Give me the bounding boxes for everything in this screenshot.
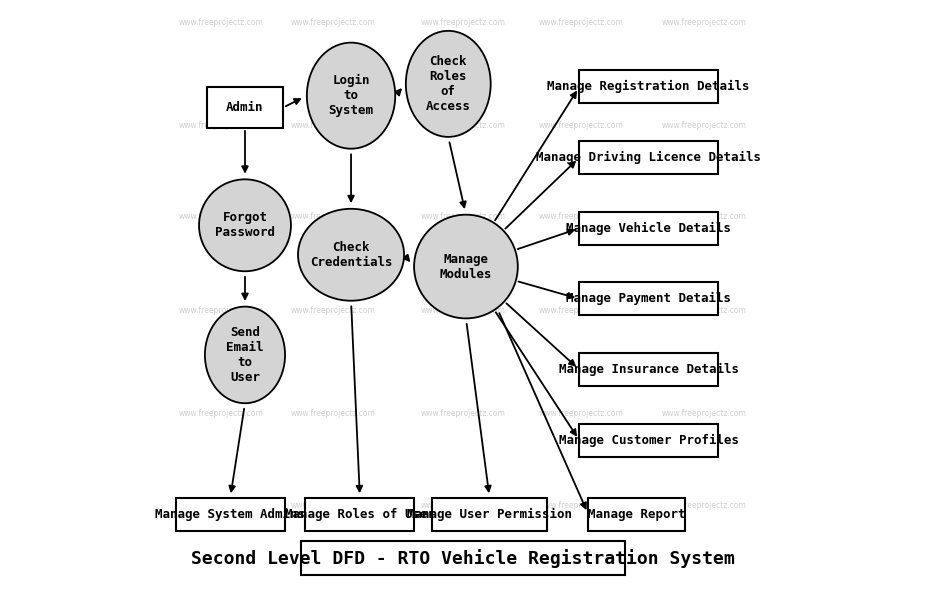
Text: www.freeprojectz.com: www.freeprojectz.com: [179, 121, 264, 130]
Text: www.freeprojectz.com: www.freeprojectz.com: [538, 409, 623, 419]
Text: Manage Insurance Details: Manage Insurance Details: [558, 363, 739, 376]
Text: Send
Email
to
User: Send Email to User: [226, 326, 264, 384]
Text: www.freeprojectz.com: www.freeprojectz.com: [179, 212, 264, 221]
FancyBboxPatch shape: [580, 70, 718, 104]
Text: Manage Driving Licence Details: Manage Driving Licence Details: [536, 151, 761, 164]
Text: Manage System Admins: Manage System Admins: [156, 507, 306, 520]
Text: www.freeprojectz.com: www.freeprojectz.com: [662, 409, 747, 419]
Text: www.freeprojectz.com: www.freeprojectz.com: [538, 121, 623, 130]
Text: www.freeprojectz.com: www.freeprojectz.com: [291, 306, 376, 315]
Text: www.freeprojectz.com: www.freeprojectz.com: [538, 18, 623, 27]
Text: www.freeprojectz.com: www.freeprojectz.com: [179, 409, 264, 419]
FancyBboxPatch shape: [206, 87, 283, 128]
Text: www.freeprojectz.com: www.freeprojectz.com: [662, 121, 747, 130]
Text: Manage Registration Details: Manage Registration Details: [547, 81, 750, 94]
Text: www.freeprojectz.com: www.freeprojectz.com: [179, 18, 264, 27]
Text: www.freeprojectz.com: www.freeprojectz.com: [291, 212, 376, 221]
FancyBboxPatch shape: [588, 497, 685, 530]
Text: Login
to
System: Login to System: [329, 74, 373, 117]
Text: www.freeprojectz.com: www.freeprojectz.com: [179, 306, 264, 315]
Text: www.freeprojectz.com: www.freeprojectz.com: [538, 212, 623, 221]
Text: www.freeprojectz.com: www.freeprojectz.com: [662, 212, 747, 221]
FancyBboxPatch shape: [580, 424, 718, 457]
Text: Forgot
Password: Forgot Password: [215, 211, 275, 239]
Text: Check
Roles
of
Access: Check Roles of Access: [426, 55, 470, 113]
Text: www.freeprojectz.com: www.freeprojectz.com: [291, 501, 376, 510]
Text: www.freeprojectz.com: www.freeprojectz.com: [179, 501, 264, 510]
Ellipse shape: [414, 215, 518, 318]
FancyBboxPatch shape: [176, 497, 285, 530]
Ellipse shape: [298, 209, 404, 301]
Text: Manage Payment Details: Manage Payment Details: [566, 292, 732, 305]
Ellipse shape: [199, 179, 291, 271]
FancyBboxPatch shape: [580, 212, 718, 244]
Text: Manage Vehicle Details: Manage Vehicle Details: [566, 221, 732, 235]
Text: Manage Roles of User: Manage Roles of User: [285, 507, 435, 520]
FancyBboxPatch shape: [580, 141, 718, 174]
Text: Manage Customer Profiles: Manage Customer Profiles: [558, 434, 739, 447]
Text: www.freeprojectz.com: www.freeprojectz.com: [420, 18, 506, 27]
Text: www.freeprojectz.com: www.freeprojectz.com: [420, 121, 506, 130]
Text: www.freeprojectz.com: www.freeprojectz.com: [291, 121, 376, 130]
Text: www.freeprojectz.com: www.freeprojectz.com: [662, 306, 747, 315]
Ellipse shape: [406, 31, 491, 137]
FancyBboxPatch shape: [580, 353, 718, 386]
Text: Second Level DFD - RTO Vehicle Registration System: Second Level DFD - RTO Vehicle Registrat…: [191, 549, 735, 568]
FancyBboxPatch shape: [432, 497, 547, 530]
Text: www.freeprojectz.com: www.freeprojectz.com: [420, 306, 506, 315]
Text: www.freeprojectz.com: www.freeprojectz.com: [291, 409, 376, 419]
Text: Manage User Permission: Manage User Permission: [407, 507, 572, 520]
FancyBboxPatch shape: [580, 282, 718, 316]
Text: www.freeprojectz.com: www.freeprojectz.com: [291, 18, 376, 27]
Text: Admin: Admin: [226, 101, 264, 114]
Text: www.freeprojectz.com: www.freeprojectz.com: [662, 501, 747, 510]
Text: www.freeprojectz.com: www.freeprojectz.com: [420, 501, 506, 510]
Ellipse shape: [307, 43, 395, 149]
Ellipse shape: [205, 307, 285, 403]
Text: Manage Report: Manage Report: [588, 507, 685, 520]
Text: www.freeprojectz.com: www.freeprojectz.com: [420, 409, 506, 419]
Text: Check
Credentials: Check Credentials: [310, 241, 393, 269]
Text: www.freeprojectz.com: www.freeprojectz.com: [538, 306, 623, 315]
FancyBboxPatch shape: [301, 541, 625, 575]
Text: www.freeprojectz.com: www.freeprojectz.com: [538, 501, 623, 510]
Text: Manage
Modules: Manage Modules: [440, 253, 493, 281]
Text: www.freeprojectz.com: www.freeprojectz.com: [662, 18, 747, 27]
Text: www.freeprojectz.com: www.freeprojectz.com: [420, 212, 506, 221]
FancyBboxPatch shape: [306, 497, 415, 530]
